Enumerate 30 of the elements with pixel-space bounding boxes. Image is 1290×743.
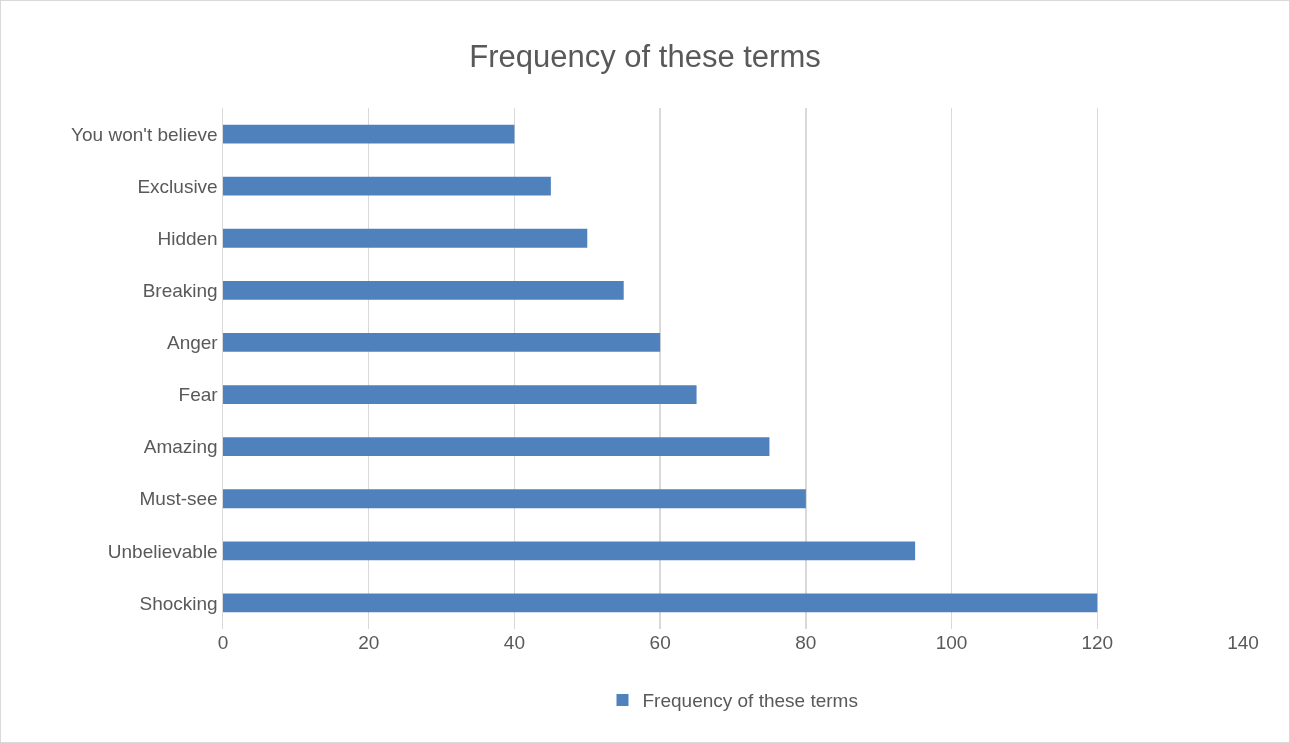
chart-title: Frequency of these terms [469, 39, 821, 75]
bar [223, 228, 588, 248]
legend-label: Frequency of these terms [642, 690, 858, 712]
y-tick-label: Fear [178, 384, 219, 406]
y-tick-label: Exclusive [137, 175, 218, 197]
bar [223, 593, 1098, 613]
x-tick-label: 60 [649, 632, 671, 653]
bar [223, 385, 697, 404]
x-tick-label: 120 [1081, 632, 1114, 653]
bar [223, 124, 515, 144]
x-tick-label: 20 [358, 632, 380, 653]
y-tick-label: Shocking [139, 592, 218, 614]
y-tick-label: Breaking [142, 280, 218, 301]
x-tick-label: 0 [217, 632, 229, 653]
x-tick-label: 100 [935, 632, 968, 653]
y-tick-label: Anger [167, 332, 219, 354]
bar [223, 541, 916, 561]
x-tick-label: 140 [1227, 632, 1259, 653]
y-tick-label: You won't believe [71, 123, 218, 145]
bar [223, 333, 661, 352]
y-tick-label: Unbelievable [107, 540, 218, 562]
y-tick-label: Hidden [157, 227, 218, 249]
bar [223, 280, 624, 300]
x-tick-label: 40 [503, 632, 525, 653]
bar [223, 489, 806, 509]
y-tick-label: Must-see [139, 488, 218, 510]
bar [223, 176, 551, 196]
y-tick-label: Amazing [143, 436, 218, 458]
x-tick-label: 80 [795, 632, 817, 653]
bar [223, 437, 770, 457]
